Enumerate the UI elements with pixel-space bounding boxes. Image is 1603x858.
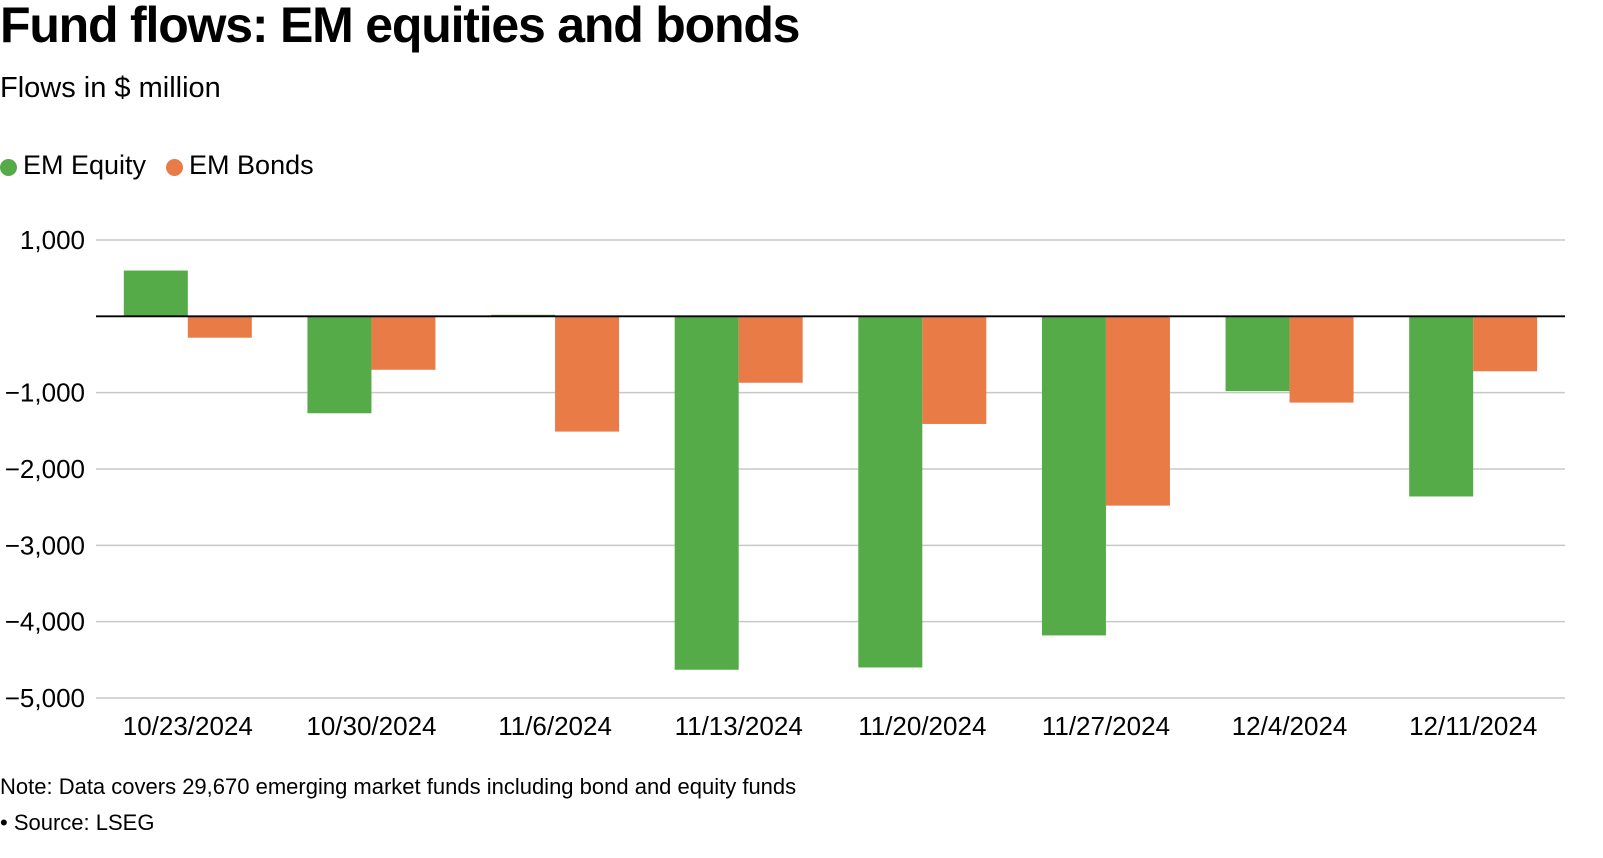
bar-em-equity-10-23-2024 [123, 270, 188, 317]
y-axis-labels: 1,000 −1,000 −2,000 −3,000 −4,000 −5,000 [5, 225, 85, 713]
bar-em-equity-11-20-2024 [858, 316, 923, 668]
y-tick-label: −2,000 [5, 454, 85, 484]
chart-title: Fund flows: EM equities and bonds [0, 0, 800, 53]
bar-em-bonds-11-20-2024 [922, 316, 987, 424]
y-tick-label: −4,000 [5, 607, 85, 637]
legend-label-em-equity: EM Equity [23, 150, 147, 180]
bar-em-equity-11-27-2024 [1041, 316, 1106, 636]
x-tick-label: 12/11/2024 [1409, 711, 1537, 741]
bar-em-equity-11-13-2024 [674, 316, 739, 670]
x-tick-label: 11/13/2024 [675, 711, 803, 741]
y-tick-label: 1,000 [20, 225, 85, 255]
legend-item-em-bonds: EM Bonds [166, 150, 314, 181]
bars [123, 270, 1538, 670]
x-tick-label: 10/30/2024 [306, 711, 436, 741]
legend-label-em-bonds: EM Bonds [189, 150, 314, 180]
legend: EM Equity EM Bonds [0, 150, 334, 181]
grid-lines [96, 239, 1565, 699]
bar-em-bonds-12-4-2024 [1289, 316, 1354, 403]
y-tick-label: −5,000 [5, 683, 85, 713]
bar-em-bonds-11-27-2024 [1105, 316, 1170, 506]
bar-em-bonds-11-13-2024 [738, 316, 803, 383]
x-tick-label: 12/4/2024 [1232, 711, 1348, 741]
chart-source: • Source: LSEG [0, 810, 155, 835]
legend-item-em-equity: EM Equity [0, 150, 146, 181]
bar-em-equity-10-30-2024 [307, 316, 372, 414]
y-tick-label: −3,000 [5, 530, 85, 560]
bar-em-equity-12-11-2024 [1409, 316, 1474, 497]
legend-swatch-em-bonds [166, 158, 184, 176]
x-tick-label: 10/23/2024 [123, 711, 253, 741]
bar-em-bonds-10-30-2024 [371, 316, 436, 370]
bar-em-bonds-11-6-2024 [555, 316, 620, 432]
y-tick-label: −1,000 [5, 378, 85, 408]
bar-em-equity-12-4-2024 [1225, 316, 1290, 392]
legend-swatch-em-equity [0, 158, 17, 176]
chart-note: Note: Data covers 29,670 emerging market… [0, 774, 797, 799]
x-tick-label: 11/27/2024 [1042, 711, 1170, 741]
bar-em-bonds-12-11-2024 [1473, 316, 1538, 372]
x-tick-label: 11/20/2024 [858, 711, 986, 741]
x-tick-label: 11/6/2024 [498, 711, 612, 741]
x-axis-labels: 10/23/2024 10/30/2024 11/6/2024 11/13/2024 1… [123, 711, 1538, 741]
bar-em-bonds-10-23-2024 [187, 316, 252, 338]
chart-subtitle: Flows in $ million [0, 72, 221, 104]
